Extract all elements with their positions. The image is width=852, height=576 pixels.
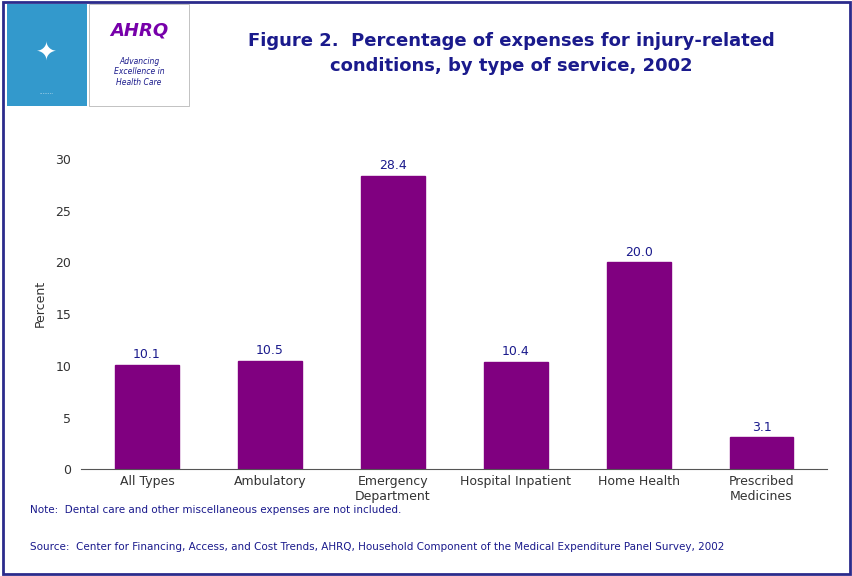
Text: 28.4: 28.4 [378,159,406,172]
Text: 10.1: 10.1 [133,348,161,361]
Text: ········: ········ [39,92,54,97]
Text: Advancing
Excellence in
Health Care: Advancing Excellence in Health Care [113,57,164,87]
Bar [728,437,792,469]
Y-axis label: Percent: Percent [34,281,47,327]
Bar [606,263,670,469]
Text: 10.4: 10.4 [501,345,529,358]
Text: ✦: ✦ [36,41,57,65]
Text: 3.1: 3.1 [751,420,770,434]
Bar [7,5,87,106]
Text: Source:  Center for Financing, Access, and Cost Trends, AHRQ, Household Componen: Source: Center for Financing, Access, an… [30,542,723,552]
Bar [238,361,302,469]
Bar [360,176,424,469]
Text: Figure 2.  Percentage of expenses for injury-related
conditions, by type of serv: Figure 2. Percentage of expenses for inj… [248,32,774,74]
Bar [483,362,547,469]
Text: 20.0: 20.0 [624,246,652,259]
Bar [115,365,179,469]
Text: 10.5: 10.5 [256,344,284,357]
Text: AHRQ: AHRQ [110,22,168,40]
Text: Note:  Dental care and other miscellaneous expenses are not included.: Note: Dental care and other miscellaneou… [30,505,400,516]
Bar [89,5,189,106]
